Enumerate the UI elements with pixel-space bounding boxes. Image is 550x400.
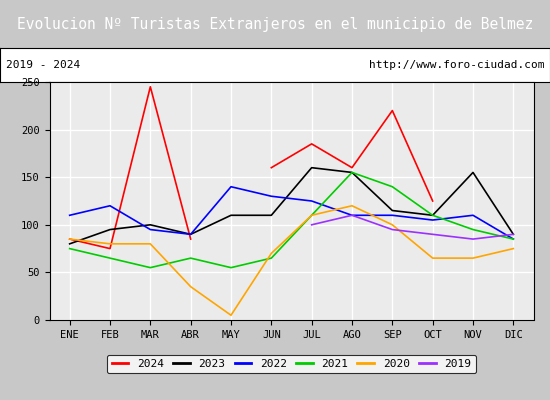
Legend: 2024, 2023, 2022, 2021, 2020, 2019: 2024, 2023, 2022, 2021, 2020, 2019 xyxy=(107,354,476,374)
Text: http://www.foro-ciudad.com: http://www.foro-ciudad.com xyxy=(369,60,544,70)
Text: Evolucion Nº Turistas Extranjeros en el municipio de Belmez: Evolucion Nº Turistas Extranjeros en el … xyxy=(17,16,533,32)
Text: 2019 - 2024: 2019 - 2024 xyxy=(6,60,80,70)
